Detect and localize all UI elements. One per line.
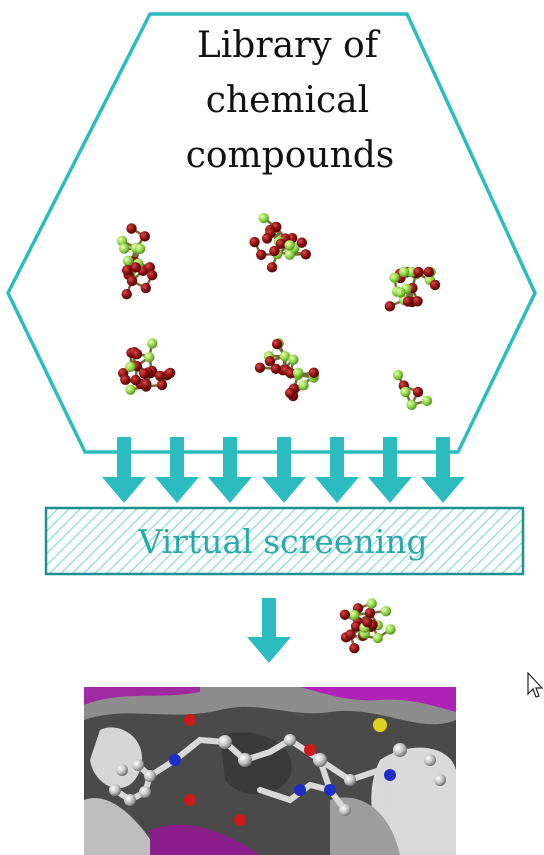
down-arrow-icon: [421, 437, 465, 503]
virtual-screening-label: Virtual screening: [137, 522, 427, 561]
virtual-screening-box: [44, 506, 525, 576]
down-arrow-icon: [155, 437, 199, 503]
molecule-icon: [339, 598, 396, 654]
down-arrow-icon: [368, 437, 412, 503]
molecule-icon: [254, 338, 320, 402]
down-arrow-icon: [208, 437, 252, 503]
molecule-icon: [384, 266, 441, 312]
molecule-icon: [392, 369, 433, 411]
mouse-pointer-icon: [527, 672, 543, 698]
down-arrow-icon: [247, 598, 291, 663]
molecule-icon: [117, 338, 176, 395]
library-title-line-3: compounds: [186, 135, 395, 176]
molecule-icon: [116, 223, 158, 300]
down-arrow-icon: [315, 437, 359, 503]
protein-ligand-docking-image: [84, 687, 456, 855]
library-title: Library of chemical compounds: [186, 25, 395, 176]
molecule-icon: [249, 212, 311, 273]
down-arrows: [102, 437, 465, 503]
library-title-line-1: Library of: [197, 25, 381, 66]
down-arrow-icon: [102, 437, 146, 503]
library-title-line-2: chemical: [206, 80, 369, 121]
down-arrow-icon: [262, 437, 306, 503]
